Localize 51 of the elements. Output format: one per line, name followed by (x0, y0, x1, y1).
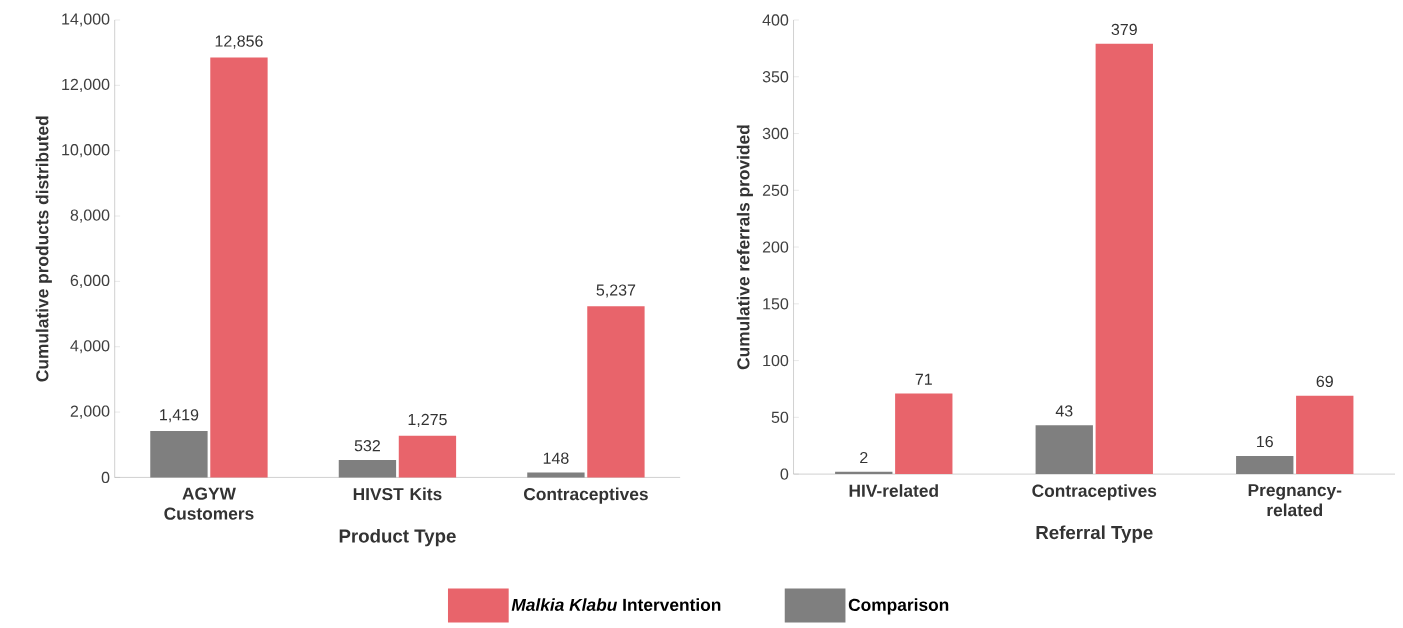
bar (895, 393, 953, 475)
y-tick-label: 0 (780, 468, 789, 480)
data-label: 1,275 (408, 413, 447, 428)
x-axis-title: Referral Type (1036, 525, 1153, 543)
x-tick-label: Contraceptives (1032, 484, 1157, 501)
bar (1296, 395, 1354, 475)
data-label: 69 (1316, 375, 1333, 387)
y-tick-label: 400 (762, 14, 789, 26)
data-label: 148 (543, 452, 569, 464)
bar (398, 435, 457, 478)
bar (1095, 43, 1153, 475)
data-label: 5,237 (596, 284, 636, 298)
y-tick-label: 4,000 (70, 340, 110, 354)
y-tick-label: 250 (762, 184, 789, 196)
y-tick-label: 50 (771, 411, 789, 423)
data-label: 12,856 (215, 35, 263, 49)
y-tick-label: 100 (763, 354, 789, 367)
data-label: 532 (354, 439, 380, 452)
y-tick-label: 14,000 (62, 13, 110, 27)
y-tick-label: 8,000 (70, 209, 110, 223)
y-axis-title: Cumulative referrals provided (736, 125, 753, 370)
y-tick-label: 2,000 (70, 405, 110, 419)
y-tick-label: 6,000 (70, 274, 110, 288)
bar (150, 431, 208, 478)
data-label: 71 (915, 373, 932, 385)
data-label: 43 (1055, 405, 1073, 417)
bar (587, 306, 645, 478)
data-label: 2 (860, 451, 868, 464)
y-tick-label: 0 (101, 471, 110, 484)
bar (338, 459, 397, 478)
x-tick-label: Contraceptives (524, 487, 648, 504)
x-tick-label: AGYW Customers (164, 487, 254, 520)
y-tick-label: 350 (762, 71, 789, 83)
bar (210, 57, 268, 478)
y-axis-title: Cumulative products distributed (35, 116, 52, 382)
data-label: 379 (1111, 23, 1137, 36)
data-label: 1,419 (160, 409, 199, 423)
x-axis-title: Product Type (339, 528, 456, 547)
y-tick-label: 200 (762, 241, 789, 253)
legend-label: Malkia Klabu Intervention (511, 598, 721, 611)
x-tick-label: Pregnancy-related (1248, 484, 1342, 517)
y-tick-label: 150 (763, 298, 789, 310)
x-tick-label: HIVST Kits (353, 487, 442, 501)
bar (1035, 425, 1093, 475)
x-tick-label: HIV-related (849, 484, 938, 497)
data-label: 16 (1257, 435, 1273, 448)
legend-label: Comparison (848, 598, 949, 615)
y-tick-label: 10,000 (62, 144, 110, 158)
bar (1236, 455, 1294, 475)
y-tick-label: 300 (762, 127, 789, 140)
y-tick-label: 12,000 (62, 78, 110, 92)
